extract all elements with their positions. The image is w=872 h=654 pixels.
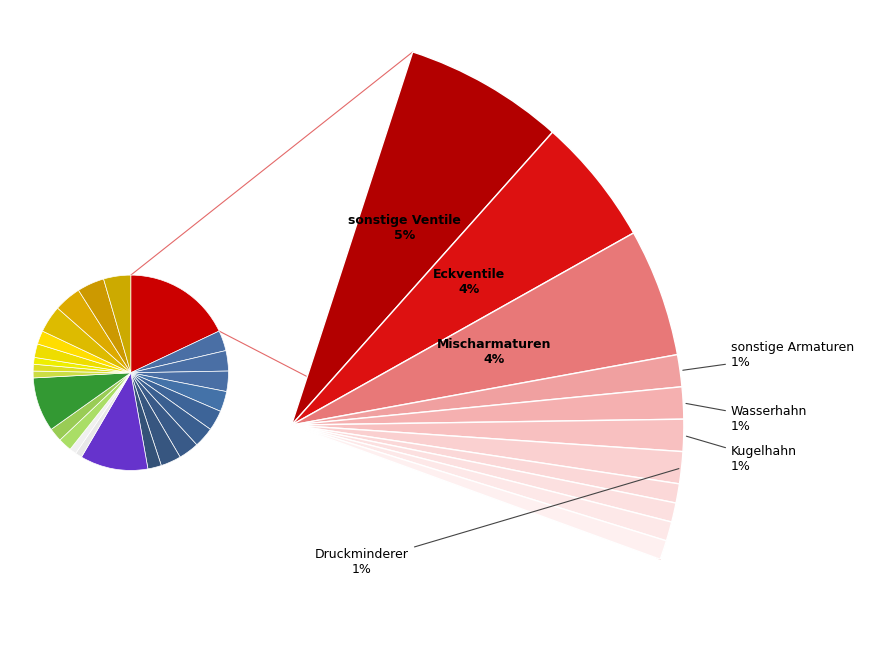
Wedge shape: [51, 373, 131, 440]
Text: sonstige Armaturen
1%: sonstige Armaturen 1%: [683, 341, 854, 370]
Text: Wasserhahn
1%: Wasserhahn 1%: [686, 404, 807, 433]
Wedge shape: [131, 331, 226, 373]
Wedge shape: [291, 52, 553, 425]
Wedge shape: [131, 351, 228, 373]
Wedge shape: [291, 425, 679, 503]
Wedge shape: [291, 425, 671, 541]
Wedge shape: [131, 373, 161, 469]
Wedge shape: [60, 373, 131, 449]
Wedge shape: [104, 275, 131, 373]
Wedge shape: [34, 344, 131, 373]
Wedge shape: [76, 373, 131, 457]
Wedge shape: [131, 373, 181, 466]
Text: Kugelhahn
1%: Kugelhahn 1%: [686, 436, 797, 473]
Wedge shape: [131, 373, 210, 445]
Text: sonstige Ventile
5%: sonstige Ventile 5%: [348, 214, 461, 242]
Text: Eckventile
4%: Eckventile 4%: [433, 269, 505, 296]
Wedge shape: [33, 364, 131, 373]
Wedge shape: [70, 373, 131, 453]
Wedge shape: [131, 373, 221, 429]
Wedge shape: [291, 354, 682, 425]
Wedge shape: [33, 371, 131, 378]
Wedge shape: [37, 331, 131, 373]
Wedge shape: [43, 308, 131, 373]
Wedge shape: [78, 279, 131, 373]
Wedge shape: [131, 373, 197, 457]
Wedge shape: [33, 357, 131, 373]
Wedge shape: [131, 371, 228, 392]
Wedge shape: [291, 425, 683, 484]
Wedge shape: [291, 419, 684, 452]
Text: Mischarmaturen
4%: Mischarmaturen 4%: [437, 338, 552, 366]
Text: Druckminderer
1%: Druckminderer 1%: [315, 468, 679, 576]
Wedge shape: [81, 373, 148, 470]
Wedge shape: [291, 233, 678, 425]
Wedge shape: [291, 387, 684, 425]
Wedge shape: [291, 132, 634, 425]
Wedge shape: [58, 290, 131, 373]
Wedge shape: [131, 275, 219, 373]
Wedge shape: [291, 425, 676, 522]
Wedge shape: [131, 373, 227, 411]
Wedge shape: [33, 373, 131, 429]
Wedge shape: [291, 425, 666, 559]
